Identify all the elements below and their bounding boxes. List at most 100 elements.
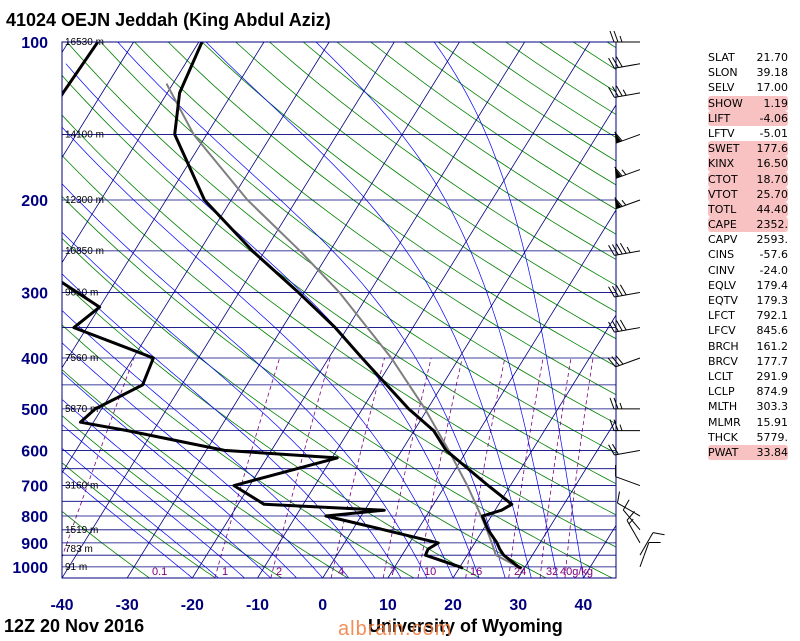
index-value: 39.18 (757, 65, 789, 80)
moist-adiabat (434, 42, 583, 578)
index-name: CAPV (708, 232, 737, 247)
height-label: 1519 m (65, 525, 98, 536)
mixing-ratio-line (418, 358, 462, 578)
index-value: -57.6 (760, 247, 788, 262)
index-value: 21.70 (757, 50, 789, 65)
index-row-swet: SWET 177.6 (708, 141, 788, 156)
height-label: 5870 m (65, 404, 98, 415)
index-name: CTOT (708, 172, 738, 187)
index-row-lclp: LCLP 874.9 (708, 384, 788, 399)
dry-adiabat (0, 42, 348, 578)
mixing-ratio-line (215, 358, 280, 578)
index-row-mlmr: MLMR 15.91 (708, 415, 788, 430)
index-name: SELV (708, 80, 734, 95)
mixing-ratio-label: 4 (338, 566, 344, 578)
pressure-tick-label: 400 (21, 351, 48, 368)
mixing-ratio-label: 24 (514, 566, 526, 578)
moist-adiabat (0, 211, 349, 578)
mixing-ratio-label: 0.1 (152, 566, 167, 578)
index-value: 179.3 (757, 293, 789, 308)
index-name: EQTV (708, 293, 738, 308)
index-name: CAPE (708, 217, 737, 232)
temperature-tick-label: -40 (50, 597, 73, 614)
index-name: LFCT (708, 308, 735, 323)
index-row-cins: CINS -57.6 (708, 247, 788, 262)
pressure-tick-label: 700 (21, 479, 48, 496)
index-row-lftv: LFTV-5.01 (708, 126, 788, 141)
wind-barb (610, 31, 640, 42)
index-name: BRCV (708, 354, 738, 369)
height-label: 16530 m (65, 37, 104, 48)
index-name: SLAT (708, 50, 735, 65)
dry-adiabat (101, 42, 800, 578)
height-label: 7560 m (65, 353, 98, 364)
index-value: 177.6 (757, 141, 789, 156)
wind-barb (609, 440, 640, 456)
mixing-ratio-label: 1 (222, 566, 228, 578)
isotherm (0, 42, 199, 578)
index-name: EQLV (708, 278, 736, 293)
index-name: SWET (708, 141, 740, 156)
moist-adiabat (0, 232, 323, 578)
mixing-ratio-label: 16 (470, 566, 482, 578)
mixing-ratio-label: 10 (424, 566, 436, 578)
temperature-tick-label: 30 (509, 597, 527, 614)
mixing-ratio-label: 2 (276, 566, 282, 578)
temperature-tick-label: -30 (116, 597, 139, 614)
index-row-slat: SLAT 21.70 (708, 50, 788, 65)
index-value: 44.40 (757, 202, 789, 217)
index-name: MLTH (708, 399, 737, 414)
index-value: 1.19 (764, 96, 789, 111)
index-row-mlth: MLTH 303.3 (708, 399, 788, 414)
dry-adiabat (135, 42, 800, 578)
index-name: CINV (708, 263, 735, 278)
index-name: CINS (708, 247, 734, 262)
index-name: LIFT (708, 111, 730, 126)
height-label: 10850 m (65, 246, 104, 257)
wind-barb (609, 53, 640, 69)
wind-barb (614, 491, 645, 516)
temperature-tick-label: -20 (181, 597, 204, 614)
index-name: LFCV (708, 323, 736, 338)
index-value: -5.01 (760, 126, 788, 141)
pressure-tick-label: 600 (21, 443, 48, 460)
index-name: PWAT (708, 445, 738, 460)
wind-barb (621, 500, 649, 530)
index-value: 303.3 (757, 399, 789, 414)
mixing-ratio-line (540, 358, 571, 578)
isotherm (0, 42, 3, 578)
pressure-tick-label: 900 (21, 536, 48, 553)
isotherm (323, 42, 655, 578)
isotherm (0, 42, 68, 578)
temperature-tick-label: -10 (246, 597, 269, 614)
index-row-slon: SLON 39.18 (708, 65, 788, 80)
temperature-tick-label: 0 (318, 597, 327, 614)
index-value: 15.91 (757, 415, 789, 430)
index-name: SLON (708, 65, 738, 80)
index-value: 874.9 (757, 384, 789, 399)
height-label: 3160 m (65, 481, 98, 492)
height-label: 9610 m (65, 287, 98, 298)
moist-adiabat (0, 285, 244, 578)
pressure-tick-label: 500 (21, 402, 48, 419)
index-value: 16.50 (757, 156, 789, 171)
index-value: 33.84 (757, 445, 789, 460)
dry-adiabat (0, 42, 149, 578)
height-label: 783 m (65, 544, 93, 555)
temperature-tick-label: 40 (575, 597, 593, 614)
index-name: MLMR (708, 415, 741, 430)
valid-time: 12Z 20 Nov 2016 (4, 616, 144, 637)
mixing-ratio-line (509, 358, 543, 578)
index-value: 17.00 (757, 80, 789, 95)
index-name: LCLP (708, 384, 735, 399)
watermark: albrain.com (338, 618, 452, 641)
height-label: 14100 m (65, 129, 104, 140)
